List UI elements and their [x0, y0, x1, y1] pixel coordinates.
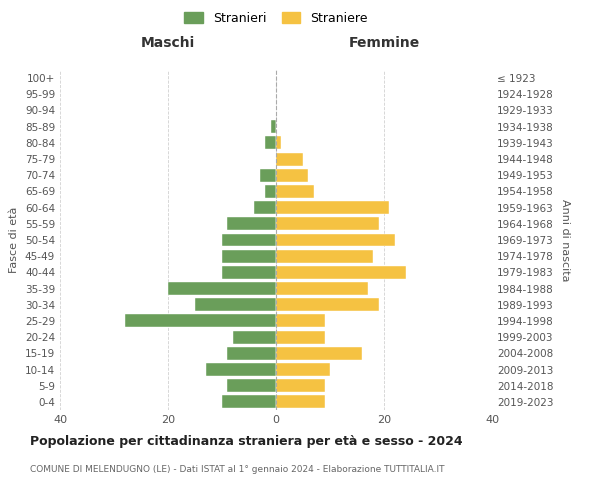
Bar [195, 298, 276, 311]
Bar [222, 250, 276, 262]
Bar [276, 185, 314, 198]
Bar [276, 234, 395, 246]
Text: COMUNE DI MELENDUGNO (LE) - Dati ISTAT al 1° gennaio 2024 - Elaborazione TUTTITA: COMUNE DI MELENDUGNO (LE) - Dati ISTAT a… [30, 465, 445, 474]
Bar [276, 379, 325, 392]
Bar [125, 314, 276, 328]
Bar [168, 282, 276, 295]
Bar [276, 396, 325, 408]
Bar [276, 136, 281, 149]
Bar [276, 363, 330, 376]
Legend: Stranieri, Straniere: Stranieri, Straniere [181, 8, 371, 28]
Bar [222, 266, 276, 279]
Bar [276, 218, 379, 230]
Bar [265, 136, 276, 149]
Y-axis label: Anni di nascita: Anni di nascita [560, 198, 570, 281]
Bar [276, 298, 379, 311]
Bar [276, 282, 368, 295]
Bar [227, 347, 276, 360]
Text: Femmine: Femmine [349, 36, 419, 50]
Bar [276, 201, 389, 214]
Bar [222, 234, 276, 246]
Text: Maschi: Maschi [141, 36, 195, 50]
Bar [233, 330, 276, 344]
Bar [271, 120, 276, 133]
Bar [276, 314, 325, 328]
Bar [265, 185, 276, 198]
Text: Popolazione per cittadinanza straniera per età e sesso - 2024: Popolazione per cittadinanza straniera p… [30, 435, 463, 448]
Bar [276, 266, 406, 279]
Bar [260, 169, 276, 181]
Bar [227, 218, 276, 230]
Bar [276, 250, 373, 262]
Bar [276, 169, 308, 181]
Bar [276, 152, 303, 166]
Bar [254, 201, 276, 214]
Bar [227, 379, 276, 392]
Bar [276, 330, 325, 344]
Bar [206, 363, 276, 376]
Bar [222, 396, 276, 408]
Y-axis label: Fasce di età: Fasce di età [10, 207, 19, 273]
Bar [276, 347, 362, 360]
